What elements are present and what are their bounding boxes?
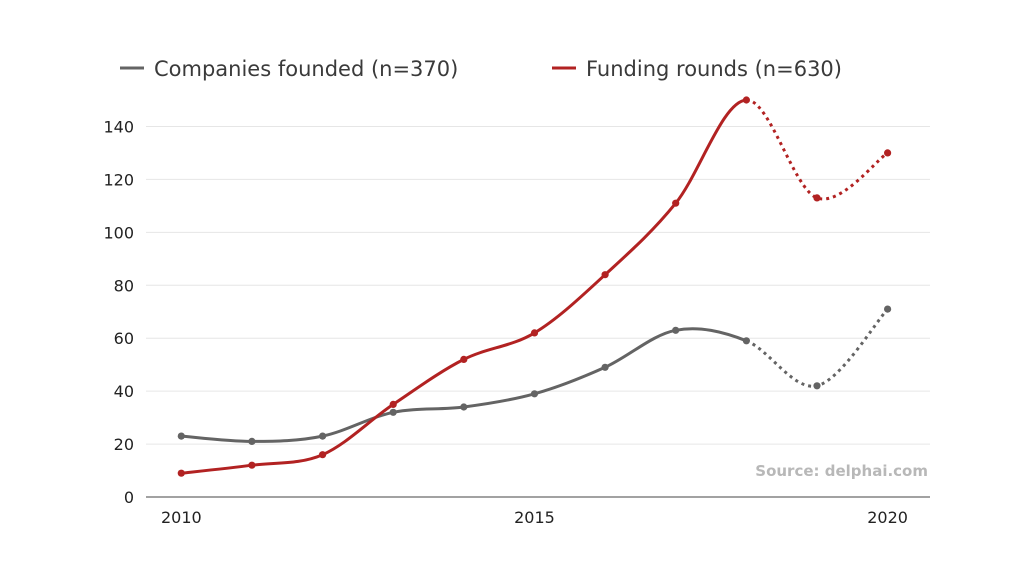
data-point-funding — [248, 461, 256, 469]
gridlines — [146, 125, 930, 445]
y-tick-label: 120 — [103, 170, 134, 189]
series-line-funding — [179, 98, 748, 475]
data-point-funding — [460, 355, 468, 363]
data-point-funding — [672, 199, 680, 207]
data-point-companies — [742, 337, 751, 345]
series-line-companies — [179, 327, 748, 443]
data-point-companies — [530, 390, 539, 398]
legend-item-companies: Companies founded (n=370) — [120, 57, 458, 81]
data-point-funding — [389, 400, 397, 408]
data-point-companies — [248, 437, 256, 445]
y-tick-label: 80 — [114, 276, 134, 295]
data-point-companies — [813, 382, 821, 390]
data-point-funding — [601, 271, 609, 279]
data-point-funding — [177, 469, 185, 477]
y-tick-label: 60 — [114, 329, 134, 348]
x-tick-label: 2010 — [161, 508, 202, 527]
y-axis-ticks: 0 20 40 60 80 100 120 140 — [103, 117, 134, 507]
data-point-companies — [672, 326, 680, 334]
y-tick-label: 100 — [103, 223, 134, 242]
data-point-companies — [884, 305, 892, 313]
data-point-funding — [742, 96, 751, 104]
data-point-companies — [389, 408, 397, 416]
y-tick-label: 40 — [114, 382, 134, 401]
series-lines — [179, 98, 889, 475]
data-point-funding — [319, 451, 327, 459]
legend: Companies founded (n=370) Funding rounds… — [120, 57, 842, 81]
y-tick-label: 20 — [114, 435, 134, 454]
data-point-companies — [460, 403, 468, 411]
legend-label-funding: Funding rounds (n=630) — [586, 57, 842, 81]
data-point-funding — [530, 329, 539, 337]
series-points — [177, 96, 892, 477]
legend-label-companies: Companies founded (n=370) — [154, 57, 458, 81]
data-point-companies — [319, 432, 327, 440]
data-point-funding — [884, 149, 892, 157]
data-point-companies — [177, 432, 185, 440]
y-tick-label: 140 — [103, 117, 134, 136]
y-tick-label: 0 — [124, 488, 134, 507]
series-line-projected-companies — [745, 308, 889, 388]
legend-item-funding: Funding rounds (n=630) — [552, 57, 842, 81]
series-line-projected-funding — [746, 98, 889, 201]
data-point-companies — [601, 363, 609, 371]
data-point-funding — [813, 194, 821, 202]
x-tick-label: 2020 — [867, 508, 908, 527]
x-tick-label: 2015 — [514, 508, 555, 527]
source-note: Source: delphai.com — [755, 462, 928, 480]
x-axis-ticks: 2010 2015 2020 — [161, 508, 908, 527]
